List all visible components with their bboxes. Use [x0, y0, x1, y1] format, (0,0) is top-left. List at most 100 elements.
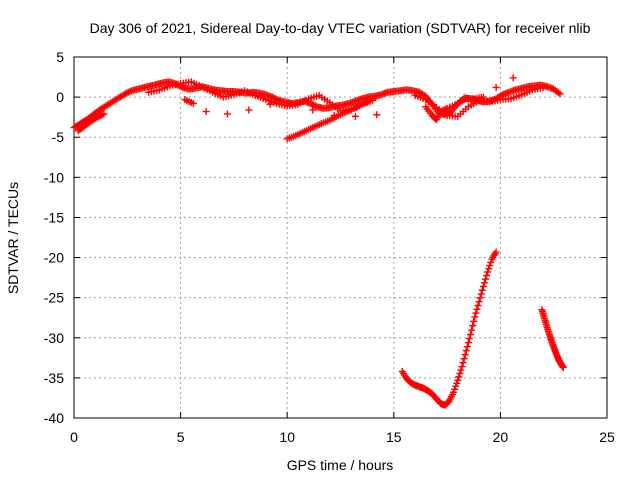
y-tick-label: -5	[52, 129, 65, 145]
data-point-interp	[559, 363, 567, 371]
x-tick-label: 15	[386, 429, 402, 445]
data-point-interp	[472, 309, 480, 317]
data-point-interp	[132, 85, 140, 93]
data-point-interp	[227, 91, 235, 99]
data-point-interp	[77, 124, 85, 132]
data-point-interp	[430, 102, 438, 110]
data-point-interp	[464, 339, 472, 347]
data-point-interp	[350, 98, 358, 106]
x-tick-label: 0	[70, 429, 78, 445]
x-axis-label: GPS time / hours	[287, 457, 394, 473]
data-point-interp	[259, 95, 267, 103]
series-0	[70, 74, 564, 143]
data-point-interp	[163, 83, 171, 91]
data-point-interp	[442, 105, 450, 113]
data-point	[224, 110, 232, 118]
x-tick-label: 25	[599, 429, 615, 445]
data-point-interp	[470, 317, 478, 325]
data-point-interp	[97, 112, 105, 120]
data-point-interp	[291, 101, 299, 109]
data-point-interp	[542, 318, 550, 326]
data-point-interp	[343, 100, 351, 108]
data-point	[100, 110, 108, 118]
x-tick-label: 10	[279, 429, 295, 445]
data-point-interp	[474, 301, 482, 309]
data-point-interp	[461, 351, 469, 359]
data-point-interp	[451, 112, 459, 120]
data-point-interp	[486, 262, 494, 270]
data-point-interp	[504, 95, 512, 103]
data-point-interp	[315, 121, 323, 129]
data-point-interp	[542, 82, 550, 90]
data-point-interp	[334, 105, 342, 113]
data-point-interp	[95, 112, 103, 120]
data-point-interp	[477, 94, 485, 102]
data-point	[492, 83, 500, 91]
data-point-interp	[356, 95, 364, 103]
data-point-interp	[476, 294, 484, 302]
data-point-interp	[195, 81, 203, 89]
data-point-interp	[112, 96, 120, 104]
data-point-interp	[553, 87, 561, 95]
data-point-interp	[497, 92, 505, 100]
data-point-interp	[349, 105, 357, 113]
data-point-interp	[485, 265, 493, 273]
data-point-interp	[206, 87, 214, 95]
data-point-interp	[465, 335, 473, 343]
data-point	[245, 106, 253, 114]
data-point-interp	[302, 96, 310, 104]
data-point	[467, 331, 475, 339]
data-point-interp	[313, 92, 321, 100]
data-point-interp	[463, 343, 471, 351]
data-point-interp	[382, 89, 390, 97]
data-point	[484, 268, 492, 276]
data-point-interp	[477, 290, 485, 298]
data-point-interp	[98, 111, 106, 119]
y-tick-label: -35	[44, 370, 64, 386]
data-point-interp	[457, 366, 465, 374]
data-point-interp	[460, 355, 468, 363]
data-point-interp	[105, 100, 113, 108]
data-point-interp	[483, 272, 491, 280]
data-point-interp	[145, 82, 153, 90]
data-point-interp	[375, 91, 383, 99]
data-point-interp	[459, 359, 467, 367]
data-point-interp	[540, 311, 548, 319]
series-2	[538, 306, 567, 371]
data-point-interp	[480, 279, 488, 287]
y-tick-label: 0	[56, 89, 64, 105]
data-point-interp	[456, 369, 464, 377]
data-point	[471, 313, 479, 321]
y-tick-label: -30	[44, 330, 64, 346]
data-point-interp	[290, 132, 298, 140]
series-1	[398, 248, 500, 409]
data-point-interp	[440, 106, 448, 114]
data-point	[475, 298, 483, 306]
y-tick-label: -25	[44, 290, 64, 306]
data-point-interp	[443, 399, 451, 407]
data-point	[462, 347, 470, 355]
data-point	[458, 363, 466, 371]
data-point	[373, 111, 381, 119]
data-point	[202, 108, 210, 116]
y-axis-label: SDTVAR / TECUs	[5, 182, 21, 294]
data-point-interp	[307, 125, 315, 133]
data-point-interp	[324, 117, 332, 125]
data-point-interp	[495, 93, 503, 101]
x-tick-label: 5	[177, 429, 185, 445]
data-point-interp	[311, 102, 319, 110]
y-tick-label: -10	[44, 169, 64, 185]
data-point-interp	[455, 373, 463, 381]
data-point-interp	[123, 89, 131, 97]
data-point-interp	[271, 95, 279, 103]
data-point-interp	[510, 86, 518, 94]
data-point-interp	[366, 96, 374, 104]
data-point-interp	[546, 332, 554, 340]
y-tick-label: -40	[44, 410, 64, 426]
data-point-interp	[126, 87, 134, 95]
data-point-interp	[90, 115, 98, 123]
data-point	[479, 282, 487, 290]
data-point-interp	[438, 107, 446, 115]
data-point-interp	[124, 88, 132, 96]
